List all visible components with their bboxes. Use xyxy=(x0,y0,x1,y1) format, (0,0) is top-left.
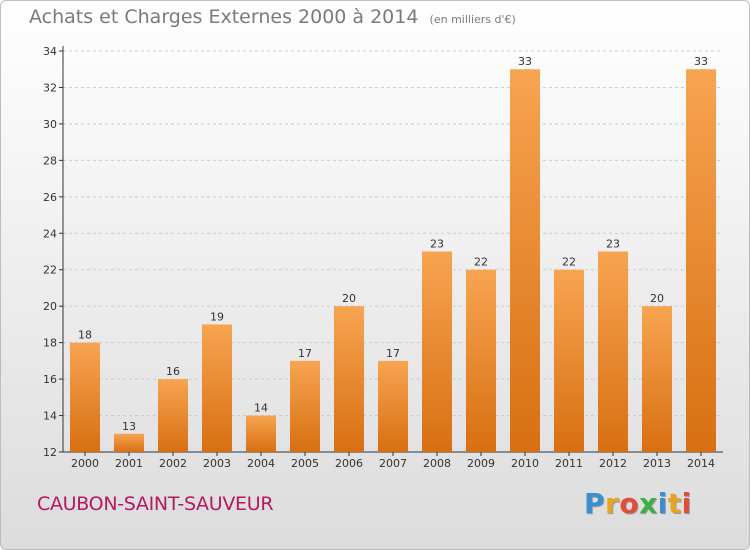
brand-letter: t xyxy=(667,487,682,520)
bar-value-label: 23 xyxy=(606,238,620,251)
bar xyxy=(642,306,672,452)
bar xyxy=(686,69,716,453)
y-tick-label: 30 xyxy=(43,118,57,131)
x-tick-label: 2006 xyxy=(335,457,363,470)
brand-letter: i xyxy=(657,487,668,520)
bar-value-label: 33 xyxy=(518,55,532,68)
brand-letter: P xyxy=(584,487,606,520)
bar-value-label: 19 xyxy=(210,310,224,323)
y-tick-label: 32 xyxy=(43,81,57,94)
y-tick-label: 18 xyxy=(43,337,57,350)
brand-logo: Proxiti xyxy=(584,487,692,520)
chart-subtitle: (en milliers d'€) xyxy=(429,13,516,26)
x-tick-label: 2004 xyxy=(247,457,275,470)
y-tick-label: 22 xyxy=(43,264,57,277)
x-tick-label: 2014 xyxy=(687,457,715,470)
y-tick-label: 34 xyxy=(43,45,57,58)
bar-value-label: 14 xyxy=(254,402,268,415)
bar xyxy=(378,360,408,452)
y-tick-label: 20 xyxy=(43,300,57,313)
bar xyxy=(158,379,188,452)
y-tick-label: 14 xyxy=(43,410,57,423)
y-tick-label: 28 xyxy=(43,154,57,167)
bar-value-label: 20 xyxy=(650,292,664,305)
bar-value-label: 33 xyxy=(694,55,708,68)
brand-letter: o xyxy=(619,487,640,520)
brand-letter: r xyxy=(605,487,620,520)
y-tick-label: 26 xyxy=(43,191,57,204)
bar xyxy=(510,69,540,453)
bar xyxy=(466,269,496,452)
bar-value-label: 23 xyxy=(430,238,444,251)
x-tick-label: 2007 xyxy=(379,457,407,470)
x-tick-label: 2011 xyxy=(555,457,583,470)
title-row: Achats et Charges Externes 2000 à 2014 (… xyxy=(29,6,516,28)
x-tick-label: 2010 xyxy=(511,457,539,470)
bar-value-label: 13 xyxy=(122,420,136,433)
bar-value-label: 22 xyxy=(562,256,576,269)
x-tick-label: 2012 xyxy=(599,457,627,470)
bar xyxy=(554,269,584,452)
x-tick-label: 2003 xyxy=(203,457,231,470)
x-tick-label: 2013 xyxy=(643,457,671,470)
bar-value-label: 18 xyxy=(78,329,92,342)
y-tick-label: 24 xyxy=(43,227,57,240)
brand-letter: x xyxy=(639,487,658,520)
bar xyxy=(114,433,144,452)
bar xyxy=(70,342,100,452)
bar xyxy=(290,360,320,452)
x-tick-label: 2005 xyxy=(291,457,319,470)
chart-title: Achats et Charges Externes 2000 à 2014 xyxy=(29,6,419,28)
x-tick-label: 2008 xyxy=(423,457,451,470)
y-tick-label: 16 xyxy=(43,373,57,386)
bar-value-label: 16 xyxy=(166,365,180,378)
y-tick-label: 12 xyxy=(43,446,57,459)
x-tick-label: 2009 xyxy=(467,457,495,470)
town-name: CAUBON-SAINT-SAUVEUR xyxy=(37,493,274,515)
x-tick-label: 2001 xyxy=(115,457,143,470)
bar xyxy=(334,306,364,452)
brand-letter: i xyxy=(681,487,692,520)
bar-value-label: 17 xyxy=(386,347,400,360)
bar xyxy=(422,251,452,452)
bar xyxy=(598,251,628,452)
bar-value-label: 22 xyxy=(474,256,488,269)
bar-value-label: 17 xyxy=(298,347,312,360)
bar-value-label: 20 xyxy=(342,292,356,305)
bar xyxy=(202,324,232,452)
x-tick-label: 2000 xyxy=(71,457,99,470)
x-tick-label: 2002 xyxy=(159,457,187,470)
bar xyxy=(246,415,276,452)
